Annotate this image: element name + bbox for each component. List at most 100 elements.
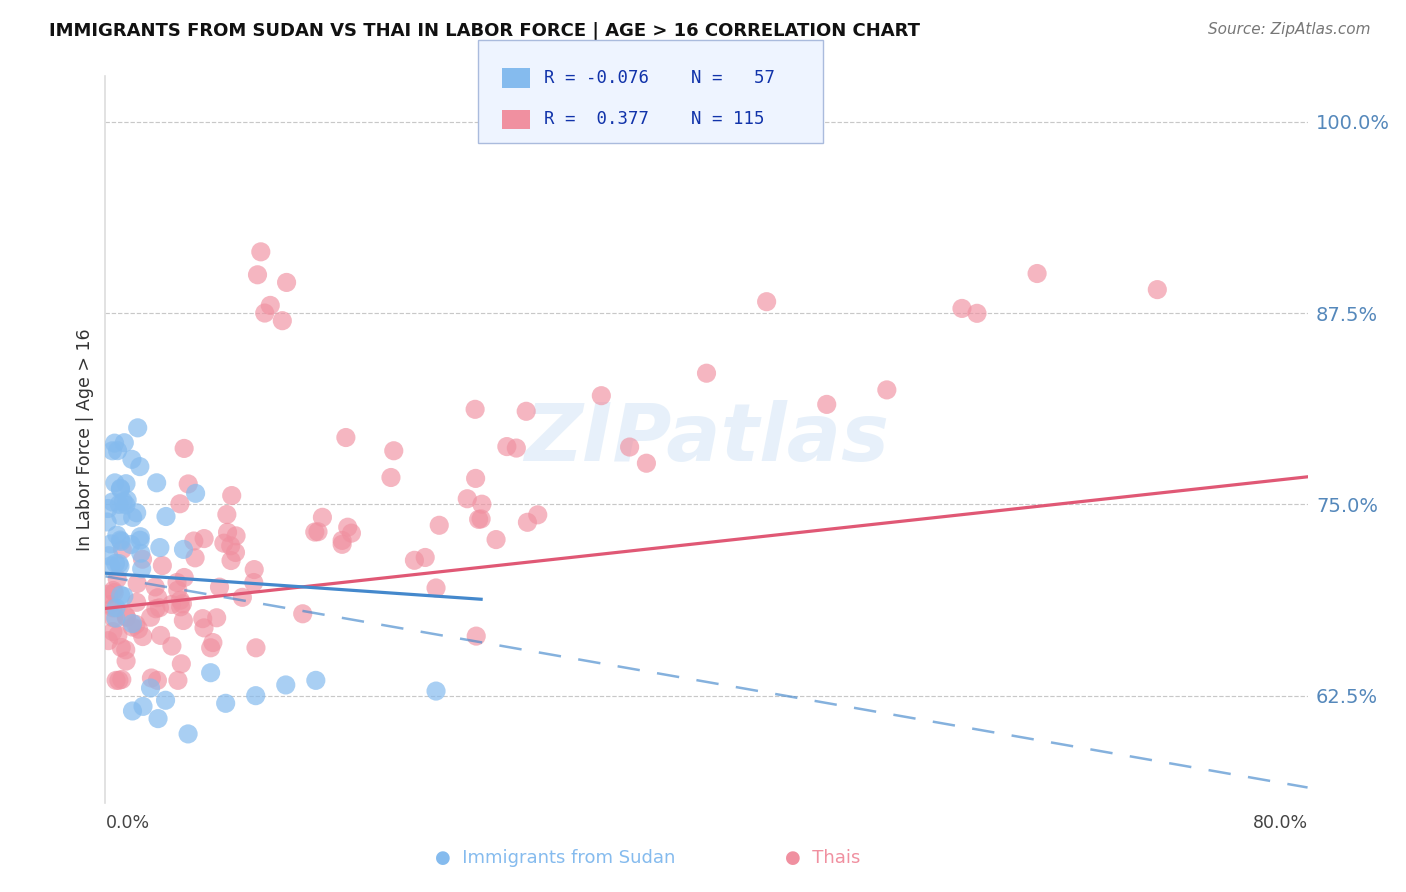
Point	[131, 562, 153, 576]
Point	[129, 533, 152, 548]
Point	[425, 581, 447, 595]
Text: R = -0.076    N =   57: R = -0.076 N = 57	[544, 70, 775, 87]
Point	[112, 435, 135, 450]
Point	[215, 508, 238, 522]
Point	[101, 583, 124, 598]
Point	[110, 533, 132, 547]
Point	[467, 512, 489, 526]
Text: IMMIGRANTS FROM SUDAN VS THAI IN LABOR FORCE | AGE > 16 CORRELATION CHART: IMMIGRANTS FROM SUDAN VS THAI IN LABOR F…	[49, 22, 920, 40]
Point	[200, 640, 222, 655]
Point	[103, 611, 125, 625]
Point	[173, 570, 195, 584]
Point	[166, 575, 188, 590]
Point	[107, 628, 129, 642]
Point	[274, 678, 297, 692]
Point	[219, 553, 242, 567]
Point	[105, 528, 128, 542]
Point	[112, 590, 135, 604]
Point	[110, 534, 132, 549]
Point	[105, 673, 128, 688]
Point	[755, 294, 778, 309]
Point	[125, 506, 148, 520]
Point	[183, 534, 205, 549]
Text: R =  0.377    N = 115: R = 0.377 N = 115	[544, 111, 765, 128]
Point	[150, 558, 173, 573]
Point	[172, 597, 194, 611]
Point	[242, 575, 264, 590]
Point	[114, 643, 136, 657]
Point	[132, 699, 155, 714]
Point	[271, 314, 294, 328]
Point	[219, 539, 242, 553]
Point	[336, 520, 359, 534]
Point	[101, 443, 124, 458]
Point	[143, 580, 166, 594]
Point	[98, 598, 121, 612]
Point	[121, 616, 143, 631]
Point	[149, 541, 172, 555]
Point	[125, 595, 148, 609]
Text: ●  Immigrants from Sudan: ● Immigrants from Sudan	[436, 849, 675, 867]
Point	[253, 306, 276, 320]
Point	[335, 430, 357, 444]
Point	[471, 497, 494, 511]
Point	[129, 530, 152, 544]
Point	[464, 402, 486, 417]
Point	[103, 585, 125, 599]
Point	[139, 610, 162, 624]
Point	[200, 665, 222, 680]
Point	[110, 482, 132, 496]
Point	[259, 298, 281, 312]
Point	[249, 244, 271, 259]
Point	[105, 600, 128, 615]
Point	[169, 599, 191, 614]
Point	[121, 452, 143, 467]
Point	[110, 482, 132, 496]
Point	[120, 537, 142, 551]
Point	[184, 486, 207, 500]
Point	[101, 495, 124, 509]
Point	[107, 443, 129, 458]
Point	[97, 587, 120, 601]
Point	[193, 532, 215, 546]
Point	[108, 557, 131, 571]
Point	[485, 533, 508, 547]
Point	[330, 537, 353, 551]
Point	[425, 684, 447, 698]
Point	[97, 501, 120, 516]
Point	[101, 600, 124, 615]
Point	[125, 617, 148, 632]
Text: Source: ZipAtlas.com: Source: ZipAtlas.com	[1208, 22, 1371, 37]
Point	[115, 476, 138, 491]
Point	[112, 494, 135, 508]
Point	[205, 611, 228, 625]
Text: ●  Thais: ● Thais	[785, 849, 860, 867]
Point	[291, 607, 314, 621]
Point	[110, 588, 132, 602]
Point	[619, 440, 641, 454]
Text: 0.0%: 0.0%	[105, 814, 149, 831]
Point	[225, 529, 247, 543]
Point	[191, 612, 214, 626]
Point	[214, 696, 236, 710]
Point	[243, 563, 266, 577]
Point	[305, 673, 328, 688]
Point	[591, 389, 613, 403]
Point	[100, 537, 122, 551]
Point	[127, 421, 149, 435]
Point	[172, 614, 194, 628]
Point	[108, 673, 131, 688]
Point	[149, 628, 172, 642]
Point	[115, 498, 138, 512]
Point	[110, 508, 132, 523]
Point	[104, 557, 127, 571]
Point	[115, 610, 138, 624]
Point	[456, 491, 478, 506]
Point	[111, 542, 134, 557]
Point	[636, 456, 658, 470]
Point	[115, 492, 138, 507]
Point	[380, 470, 402, 484]
Point	[155, 693, 177, 707]
Point	[127, 622, 149, 636]
Point	[815, 397, 838, 411]
